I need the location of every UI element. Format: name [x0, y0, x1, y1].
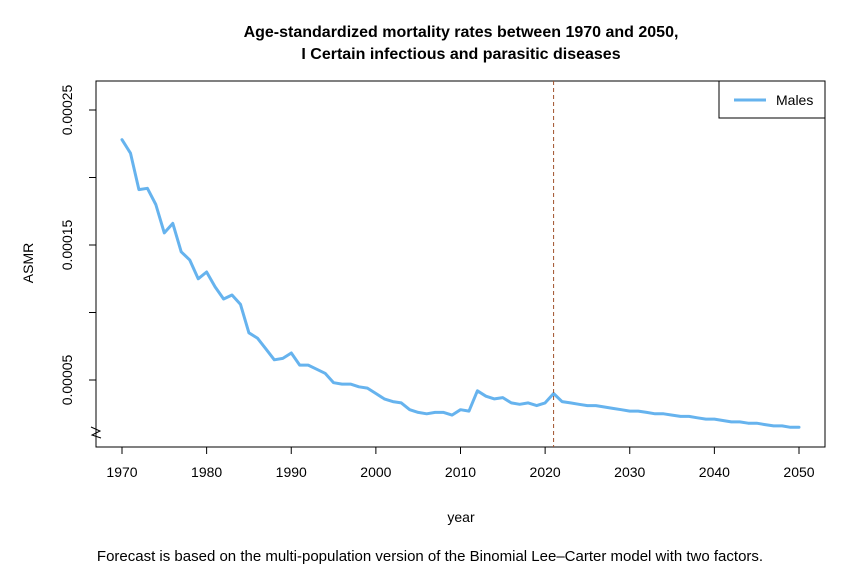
y-axis-break	[90, 426, 102, 439]
y-tick-label: 0.00005	[59, 354, 75, 405]
legend-box	[718, 80, 826, 119]
y-axis-label: ASMR	[20, 243, 36, 283]
y-tick-label: 0.00015	[59, 219, 75, 270]
x-axis-label: year	[447, 509, 475, 525]
x-tick-label: 2050	[783, 464, 814, 480]
legend-label-males: Males	[776, 92, 813, 108]
y-tick-label: 0.00025	[59, 84, 75, 135]
series-layer	[120, 138, 801, 429]
x-tick-label: 2000	[360, 464, 391, 480]
chart-title: Age-standardized mortality rates between…	[244, 24, 679, 41]
x-tick-label: 2020	[530, 464, 561, 480]
series-line-males	[120, 138, 801, 429]
x-tick-label: 1980	[191, 464, 222, 480]
x-axis: 1970 1980 1990 2000 2010 2020 2030 2040 2050	[106, 446, 815, 480]
x-tick-label: 2010	[445, 464, 476, 480]
x-tick-label: 1970	[106, 464, 137, 480]
x-tick-label: 1990	[276, 464, 307, 480]
chart-subtitle: I Certain infectious and parasitic disea…	[301, 46, 620, 63]
x-tick-label: 2040	[699, 464, 730, 480]
legend: Males	[718, 80, 826, 119]
footnote: Forecast is based on the multi-populatio…	[97, 548, 763, 565]
plot-frame	[95, 80, 826, 448]
x-tick-label: 2030	[614, 464, 645, 480]
y-axis: 0.00005 0.00015 0.00025	[59, 84, 102, 447]
